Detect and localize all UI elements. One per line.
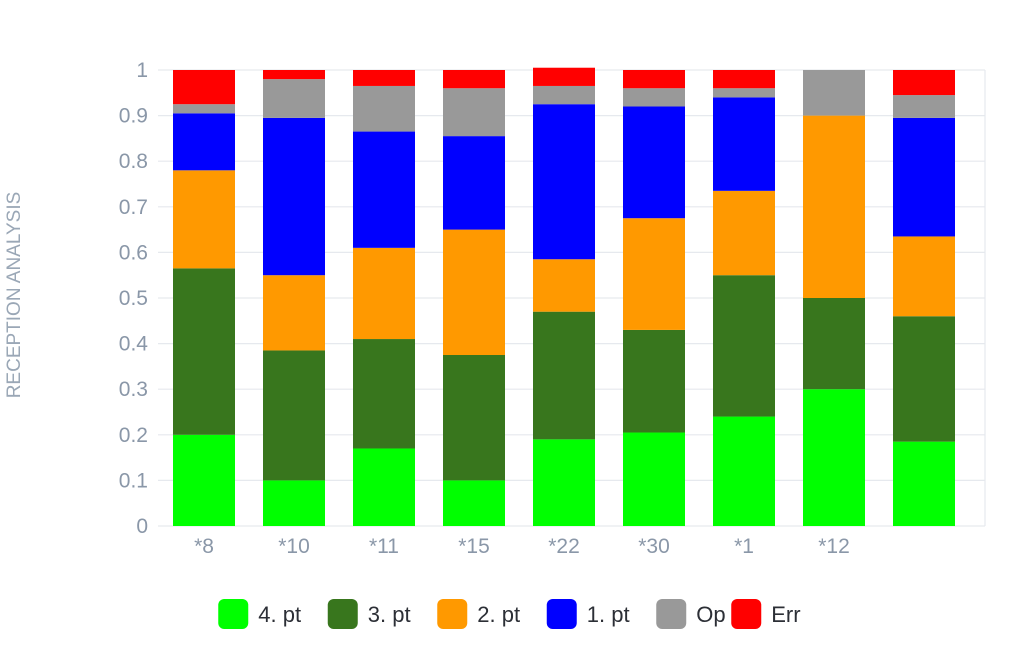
y-tick-label: 0.9 [119,105,148,128]
bar-segment [263,275,325,351]
y-tick-label: 0.8 [119,150,148,173]
bar-segment [803,115,865,298]
bar-segment [443,136,505,230]
legend-item[interactable]: 2. pt [437,599,520,629]
bar-segment [623,432,685,526]
bar-segment [893,441,955,526]
legend-label: Op [696,602,725,627]
legend-item[interactable]: 4. pt [218,599,301,629]
legend-swatch [656,599,687,629]
bar-segment [533,67,595,86]
x-tick-label: *15 [458,535,490,558]
bar-segment [803,389,865,526]
bar-segment [443,355,505,481]
bar-segment [353,85,415,132]
bar-segment [713,70,775,89]
legend-label: 4. pt [258,602,301,627]
bar-segment [713,97,775,191]
bar-segment [173,170,235,269]
bar-segment [803,298,865,390]
bar-segment [263,79,325,118]
y-tick-label: 0.4 [119,333,149,356]
bar-segment [623,70,685,89]
bar-segment [713,190,775,276]
y-tick-label: 0.3 [119,378,148,401]
y-tick-label: 1 [136,59,148,82]
bar-segment [353,131,415,248]
bar-segment [623,329,685,433]
bar-segment [443,480,505,526]
x-tick-label: *22 [548,535,580,558]
bar-segment [263,117,325,276]
x-tick-label: *8 [194,535,214,558]
bar-segment [353,247,415,340]
legend-swatch [327,599,358,629]
legend-item[interactable]: Err [731,599,801,629]
bar-segment [443,229,505,355]
x-tick-label: *10 [278,535,310,558]
legend-label: Err [771,602,800,627]
bar-segment [713,416,775,526]
y-tick-label: 0.2 [119,424,148,447]
bar-segment [263,70,325,80]
bar-stacks [173,67,955,526]
bar-segment [353,70,415,86]
bar-segment [173,104,235,114]
bar-segment [353,448,415,526]
x-tick-label: *1 [734,535,754,558]
legend-item[interactable]: Op [656,599,726,629]
y-tick-label: 0 [136,515,148,538]
legend-swatch [218,599,249,629]
x-tick-label: *12 [818,535,850,558]
legend-swatch [437,599,468,629]
bar-segment [173,268,235,435]
bar-segment [533,439,595,526]
bar-segment [533,259,595,312]
bar-segment [893,117,955,237]
bar-segment [623,218,685,330]
bar-segment [173,434,235,526]
bar-segment [263,350,325,481]
bar-segment [713,275,775,417]
legend-item[interactable]: 3. pt [327,599,411,629]
bar-segment [533,311,595,440]
bar-segment [893,236,955,317]
bar-segment [803,70,865,116]
bar-segment [893,316,955,442]
bar-segment [533,85,595,105]
bar-segment [893,95,955,118]
legend: 4. pt 3. pt 2. pt 1. pt Op Err [218,599,801,629]
bar-segment [443,88,505,137]
bar-segment [713,88,775,98]
bar-segment [443,70,505,89]
bar-segment [623,88,685,107]
y-axis-label: RECEPTION ANALYSIS [4,192,25,399]
bar-segment [173,113,235,171]
legend-swatch [731,599,762,629]
legend-label: 1. pt [587,602,630,627]
legend-label: 2. pt [477,602,520,627]
legend-swatch [546,599,577,629]
x-tick-label: *30 [638,535,670,558]
x-axis-ticks: *8 *10 *11 *15 *22 *30 *1 *12 [194,535,850,558]
y-tick-label: 0.1 [119,469,148,492]
legend-label: 3. pt [368,602,411,627]
bar-segment [353,339,415,449]
y-tick-label: 0.5 [119,287,148,310]
x-tick-label: *11 [369,535,399,558]
bar-segment [623,106,685,219]
y-tick-label: 0.6 [119,241,148,264]
legend-item[interactable]: 1. pt [546,599,630,629]
y-tick-label: 0.7 [119,196,148,219]
bar-segment [173,70,235,105]
y-axis-ticks: 0 0.1 0.2 0.3 0.4 0.5 0.6 0.7 0.8 0.9 1 [119,59,149,538]
bar-segment [533,104,595,260]
bar-segment [263,480,325,526]
bar-segment [893,70,955,96]
